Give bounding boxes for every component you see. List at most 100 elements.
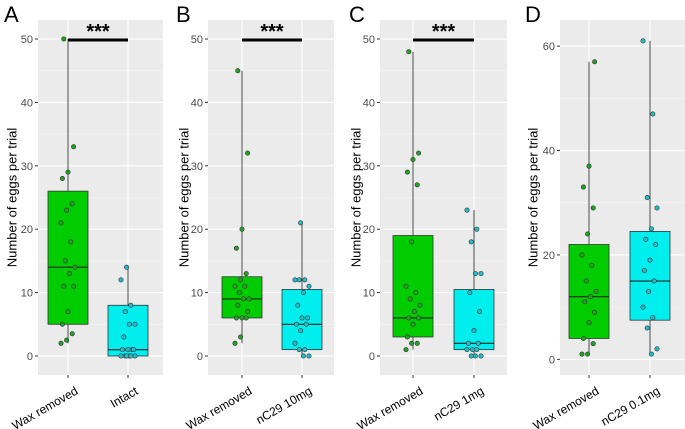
data-point <box>417 302 423 308</box>
box-green <box>47 36 89 346</box>
data-point <box>243 315 249 321</box>
data-point <box>65 169 71 175</box>
x-tick-label: Wax removed <box>355 384 426 429</box>
data-point <box>293 321 299 327</box>
panel-label: A <box>4 2 19 27</box>
data-point <box>58 340 64 346</box>
data-point <box>292 277 298 283</box>
data-point <box>128 353 134 359</box>
x-tick-label: nC29 0.1mg <box>599 384 663 429</box>
data-point <box>587 294 593 300</box>
data-point <box>406 49 412 55</box>
iqr-box <box>47 190 89 325</box>
y-axis-label: Number of eggs per trial <box>5 128 20 268</box>
data-point <box>478 271 484 277</box>
data-point <box>648 226 654 232</box>
data-point <box>118 277 124 283</box>
data-point <box>69 331 75 337</box>
data-point <box>238 277 244 283</box>
data-point <box>416 315 422 321</box>
data-point <box>640 38 646 44</box>
iqr-box <box>392 235 434 338</box>
data-point <box>232 340 238 346</box>
data-point <box>590 205 596 211</box>
data-point <box>641 268 647 274</box>
data-point <box>410 156 416 162</box>
data-point <box>648 351 654 357</box>
x-tick-label: Intact <box>108 383 141 410</box>
data-point <box>300 290 306 296</box>
data-point <box>474 226 480 232</box>
panel-B: 0 10 20 30 40 50 Wax removed nC29 10mg Number of… <box>176 2 334 429</box>
y-axis-label: Number of eggs per trial <box>349 128 364 268</box>
data-point <box>580 335 586 341</box>
data-point <box>467 290 473 296</box>
data-point <box>128 302 134 308</box>
data-point <box>240 296 246 302</box>
box-green <box>392 49 434 353</box>
data-point <box>299 315 305 321</box>
data-point <box>245 309 251 315</box>
data-point <box>468 353 474 359</box>
data-point <box>586 320 592 326</box>
data-point <box>62 258 68 264</box>
panel-label: B <box>176 2 191 27</box>
data-point <box>471 328 477 334</box>
data-point <box>414 182 420 188</box>
data-point <box>233 245 239 251</box>
y-tick-label: 20 <box>543 250 555 262</box>
data-point <box>464 347 470 353</box>
data-point <box>582 299 588 305</box>
data-point <box>475 340 481 346</box>
data-point <box>651 278 657 284</box>
data-point <box>292 340 298 346</box>
data-point <box>404 334 410 340</box>
data-point <box>302 277 308 283</box>
data-point <box>236 290 242 296</box>
data-point <box>121 334 127 340</box>
box-cyan <box>453 207 495 359</box>
data-point <box>65 309 71 315</box>
data-point <box>295 302 301 308</box>
data-point <box>640 304 646 310</box>
data-point <box>646 288 652 294</box>
y-tick-label: 0 <box>27 351 33 363</box>
data-point <box>585 231 591 237</box>
data-point <box>59 175 65 181</box>
data-point <box>477 309 483 315</box>
data-point <box>413 290 419 296</box>
data-point <box>470 347 476 353</box>
data-point <box>58 220 64 226</box>
data-point <box>403 347 409 353</box>
data-point <box>468 239 474 245</box>
x-tick-label: Wax removed <box>10 384 81 429</box>
data-point <box>407 296 413 302</box>
data-point <box>654 205 660 211</box>
data-point <box>416 150 422 156</box>
data-point <box>132 353 138 359</box>
significance-stars: *** <box>86 21 110 43</box>
data-point <box>302 347 308 353</box>
data-point <box>650 111 656 117</box>
data-point <box>579 351 585 357</box>
y-tick-label: 10 <box>191 288 203 300</box>
x-tick-label: nC29 1mg <box>431 384 486 424</box>
data-point <box>122 309 128 315</box>
data-point <box>245 150 251 156</box>
x-tick-label: Wax removed <box>531 384 602 429</box>
data-point <box>410 321 416 327</box>
data-point <box>580 184 586 190</box>
y-tick-label: 40 <box>191 97 203 109</box>
data-point <box>403 283 409 289</box>
data-point <box>589 262 595 268</box>
data-point <box>298 220 304 226</box>
data-point <box>300 353 306 359</box>
data-point <box>235 68 241 74</box>
data-point <box>306 283 312 289</box>
y-tick-label: 50 <box>21 34 33 46</box>
data-point <box>235 302 241 308</box>
data-point <box>583 278 589 284</box>
y-tick-label: 10 <box>363 288 375 300</box>
data-point <box>590 341 596 347</box>
data-point <box>653 241 659 247</box>
